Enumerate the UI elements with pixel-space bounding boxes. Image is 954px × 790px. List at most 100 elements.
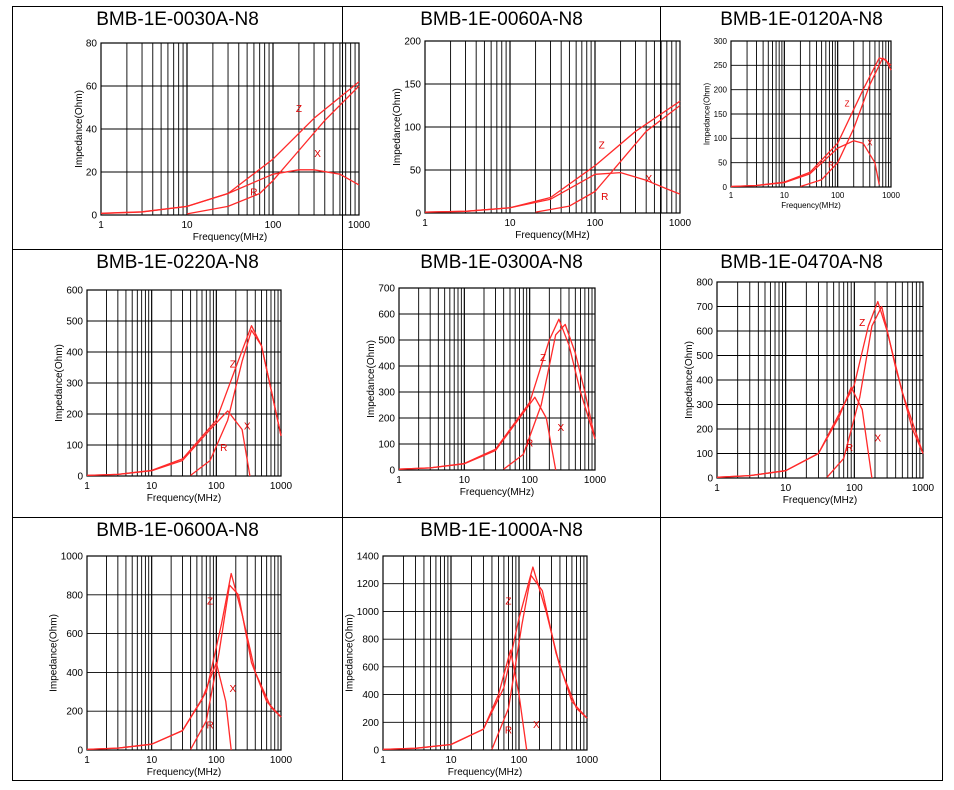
y-tick-label: 250 [714, 61, 728, 70]
x-axis-label: Frequency(MHz) [448, 767, 522, 778]
y-axis-label: Impedance(Ohm) [366, 340, 377, 418]
impedance-chart-5: Z X R 1 10 100 1000 0 100 200 300 400 500 600 700 Frequ… [366, 284, 606, 499]
x-axis-label: Frequency(MHz) [193, 232, 267, 243]
y-tick-label: 0 [77, 746, 83, 757]
empty-cell [660, 517, 943, 781]
y-tick-label: 500 [66, 317, 83, 328]
curve-label-x: X [875, 433, 882, 444]
y-tick-label: 50 [410, 166, 422, 177]
y-tick-label: 400 [362, 690, 379, 701]
plot-frame [398, 287, 596, 471]
x-tick-label: 1 [396, 475, 402, 486]
y-tick-label: 100 [378, 440, 395, 451]
x-tick-label: 10 [459, 475, 471, 486]
chart-title: BMB-1E-0470A-N8 [720, 252, 883, 273]
series-curve-x [424, 171, 681, 213]
y-tick-label: 200 [404, 37, 421, 48]
curve-label-z: Z [230, 360, 236, 371]
curve-label-x: X [244, 422, 251, 433]
chart-title: BMB-1E-0030A-N8 [96, 9, 259, 30]
y-tick-label: 1400 [357, 552, 380, 563]
y-tick-label: 100 [696, 449, 713, 460]
impedance-chart-7: Z X R 1 10 100 1000 0 200 400 600 800 1000 Frequency(… [49, 552, 293, 779]
y-tick-label: 200 [66, 707, 83, 718]
x-axis-label: Frequency(MHz) [460, 487, 534, 498]
y-tick-label: 20 [86, 168, 98, 179]
y-axis-label: Impedance(Ohm) [684, 341, 695, 419]
y-tick-label: 800 [66, 590, 83, 601]
x-tick-label: 100 [521, 475, 538, 486]
x-tick-label: 100 [265, 220, 282, 231]
series-curve-z [100, 81, 360, 214]
series-curve-z [424, 100, 681, 213]
curve-label-r: R [250, 188, 257, 199]
series-curve-x [716, 386, 873, 479]
x-tick-label: 1 [714, 483, 720, 494]
y-tick-label: 300 [66, 379, 83, 390]
y-tick-label: 0 [91, 211, 97, 222]
plot-frame [382, 555, 588, 751]
x-tick-label: 1 [422, 218, 428, 229]
chart-title: BMB-1E-0300A-N8 [420, 252, 583, 273]
impedance-chart-3: Z X R 1 10 100 1000 0 50 100 150 200 250 300 Frequency… [703, 37, 901, 210]
x-tick-label: 10 [445, 755, 457, 766]
y-axis-label: Impedance(Ohm) [392, 88, 403, 166]
impedance-chart-4: Z X R 1 10 100 1000 0 100 200 300 400 500 600 Frequenc… [54, 286, 292, 505]
x-tick-label: 1000 [270, 755, 293, 766]
y-tick-label: 1200 [357, 579, 380, 590]
curve-label-x: X [533, 720, 540, 731]
y-tick-label: 1000 [357, 607, 380, 618]
y-tick-label: 0 [389, 466, 395, 477]
plot-frame [86, 289, 282, 477]
x-tick-label: 1000 [882, 191, 900, 200]
series-curve-x [398, 396, 557, 471]
y-tick-label: 400 [66, 668, 83, 679]
y-tick-label: 150 [714, 110, 728, 119]
impedance-chart-6: Z X R 1 10 100 1000 0 100 200 300 400 500 600 700 800 Fr… [684, 278, 934, 507]
curve-label-r: R [505, 725, 512, 736]
x-tick-label: 1 [380, 755, 386, 766]
x-axis-label: Frequency(MHz) [147, 493, 221, 504]
y-tick-label: 500 [696, 351, 713, 362]
chart-cell-2: BMB-1E-0060A-N8 Z X R 1 10 100 1000 0 50 100 150 20… [342, 6, 692, 250]
series-curve-z [86, 325, 282, 477]
curve-label-z: Z [505, 597, 511, 608]
chart-grid-table: BMB-1E-0030A-N8 Z X R 1 10 100 1000 0 20 40 60 80 Fr… [12, 6, 943, 781]
chart-cell-4: BMB-1E-0220A-N8 Z X R 1 10 100 1000 0 100 200 300 4… [12, 249, 343, 518]
x-tick-label: 1 [729, 191, 734, 200]
y-tick-label: 700 [696, 302, 713, 313]
y-tick-label: 1000 [61, 552, 84, 563]
curve-label-r: R [846, 443, 853, 454]
curve-label-r: R [206, 721, 213, 732]
y-tick-label: 300 [696, 400, 713, 411]
x-tick-label: 10 [146, 481, 158, 492]
x-tick-label: 1 [84, 481, 90, 492]
y-tick-label: 200 [66, 410, 83, 421]
x-tick-label: 10 [504, 218, 516, 229]
chart-title: BMB-1E-0600A-N8 [96, 520, 259, 541]
series-curve-r [491, 574, 588, 750]
x-axis-label: Frequency(MHz) [781, 201, 841, 210]
series-curve-r [503, 323, 596, 470]
x-tick-label: 100 [831, 191, 845, 200]
chart-title: BMB-1E-1000A-N8 [420, 520, 583, 541]
y-tick-label: 400 [66, 348, 83, 359]
curve-label-z: Z [540, 353, 546, 364]
x-tick-label: 10 [780, 191, 789, 200]
y-axis-label: Impedance(Ohm) [49, 614, 60, 692]
y-axis-label: Impedance(Ohm) [54, 344, 65, 422]
chart-cell-3: BMB-1E-0120A-N8 Z X R 1 10 100 1000 0 50 100 150 20… [660, 6, 943, 250]
curve-label-r: R [526, 439, 533, 450]
chart-title: BMB-1E-0120A-N8 [720, 9, 883, 30]
series-curve-x [86, 410, 251, 477]
y-tick-label: 80 [86, 39, 98, 50]
x-axis-label: Frequency(MHz) [515, 230, 589, 241]
chart-cell-8: BMB-1E-1000A-N8 Z X R 1 10 100 1000 0 200 400 600 8… [342, 517, 661, 781]
curve-label-z: Z [207, 597, 213, 608]
y-tick-label: 40 [86, 125, 98, 136]
curve-label-z: Z [296, 104, 302, 115]
series-curve-r [190, 584, 282, 750]
curve-label-r: R [220, 443, 227, 454]
